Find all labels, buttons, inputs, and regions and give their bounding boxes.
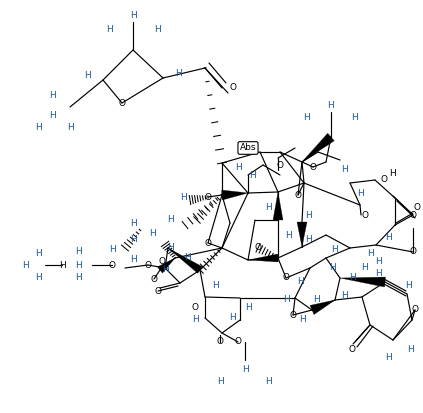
Text: O: O: [362, 211, 368, 219]
Polygon shape: [297, 222, 307, 247]
Text: H: H: [330, 263, 336, 271]
Text: O: O: [159, 257, 165, 266]
Text: H: H: [405, 280, 412, 290]
Text: O: O: [289, 311, 297, 320]
Text: H: H: [167, 216, 173, 225]
Text: H: H: [407, 346, 413, 354]
Text: O: O: [349, 346, 355, 354]
Text: O: O: [381, 176, 387, 185]
Text: H: H: [74, 261, 81, 270]
Polygon shape: [222, 190, 248, 200]
Text: H: H: [180, 192, 187, 202]
Text: H: H: [184, 252, 190, 261]
Polygon shape: [168, 248, 202, 273]
Text: O: O: [217, 337, 223, 347]
Text: O: O: [145, 261, 151, 270]
Text: O: O: [294, 190, 302, 199]
Text: O: O: [204, 192, 212, 202]
Text: H: H: [235, 162, 242, 171]
Text: H: H: [362, 263, 368, 273]
Text: H: H: [49, 111, 55, 119]
Text: H: H: [242, 366, 248, 375]
Text: O: O: [109, 261, 115, 270]
Text: H: H: [35, 123, 41, 131]
Text: O: O: [310, 162, 316, 171]
Polygon shape: [302, 133, 334, 162]
Text: H: H: [304, 114, 310, 123]
Text: H: H: [342, 166, 349, 175]
Text: H: H: [35, 249, 41, 257]
Text: H: H: [192, 316, 198, 325]
Text: H: H: [385, 354, 391, 363]
Text: H: H: [59, 261, 66, 270]
Text: H: H: [342, 290, 349, 299]
Text: O: O: [414, 202, 420, 211]
Text: H: H: [175, 69, 181, 78]
Text: H: H: [357, 188, 363, 197]
Text: O: O: [234, 337, 242, 347]
Text: H: H: [129, 256, 136, 264]
Text: O: O: [118, 98, 126, 107]
Text: H: H: [352, 114, 358, 123]
Text: H: H: [305, 211, 311, 219]
Text: H: H: [217, 377, 223, 387]
Text: H: H: [390, 169, 396, 178]
Text: H: H: [74, 273, 81, 282]
Text: H: H: [22, 261, 28, 270]
Text: H: H: [375, 257, 382, 266]
Text: H: H: [35, 273, 41, 282]
Text: O: O: [204, 238, 212, 247]
Text: H: H: [367, 249, 374, 257]
Text: H: H: [265, 202, 272, 211]
Text: H: H: [167, 242, 173, 252]
Text: H: H: [129, 235, 136, 244]
Text: H: H: [299, 316, 306, 325]
Text: O: O: [409, 247, 417, 256]
Polygon shape: [310, 300, 335, 315]
Text: Abs: Abs: [240, 143, 256, 152]
Text: H: H: [129, 10, 136, 19]
Text: H: H: [67, 123, 73, 133]
Polygon shape: [248, 254, 278, 262]
Text: O: O: [154, 287, 162, 297]
Text: H: H: [385, 233, 391, 242]
Text: O: O: [192, 304, 198, 313]
Text: H: H: [212, 280, 218, 290]
Text: H: H: [228, 313, 235, 323]
Text: H: H: [265, 377, 272, 387]
Text: H: H: [350, 273, 356, 282]
Text: H: H: [313, 295, 319, 304]
Text: H: H: [148, 228, 155, 237]
Text: H: H: [285, 230, 291, 240]
Text: H: H: [297, 278, 303, 287]
Text: H: H: [283, 295, 289, 304]
Text: H: H: [84, 71, 91, 81]
Text: H: H: [49, 90, 55, 100]
Text: H: H: [162, 264, 168, 273]
Text: O: O: [277, 161, 283, 169]
Text: O: O: [151, 275, 157, 283]
Text: H: H: [106, 24, 113, 33]
Polygon shape: [157, 258, 175, 273]
Polygon shape: [340, 277, 385, 287]
Text: H: H: [74, 247, 81, 256]
Text: O: O: [255, 244, 261, 252]
Text: H: H: [154, 24, 160, 33]
Text: H: H: [109, 245, 115, 254]
Text: H: H: [305, 235, 311, 244]
Text: O: O: [283, 273, 289, 282]
Text: O: O: [230, 83, 236, 93]
Text: H: H: [129, 218, 136, 228]
Text: H: H: [332, 245, 338, 254]
Text: O: O: [412, 306, 418, 315]
Text: H: H: [244, 304, 251, 313]
Text: O: O: [409, 211, 417, 219]
Text: H: H: [375, 270, 382, 278]
Text: H: H: [328, 100, 334, 109]
Text: H: H: [249, 171, 255, 180]
Polygon shape: [273, 192, 283, 220]
